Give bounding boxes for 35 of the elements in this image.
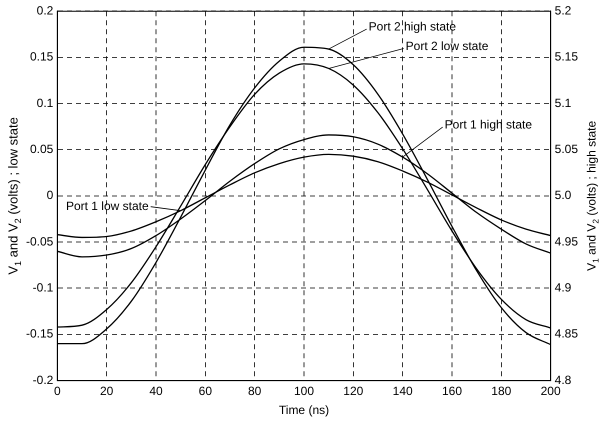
y2-tick-label: 5.1 xyxy=(554,96,572,110)
x-tick-label: 80 xyxy=(248,384,262,398)
y-tick-label: -0.2 xyxy=(32,372,54,387)
x-tick-label: 60 xyxy=(198,384,212,398)
y2-tick-label: 4.85 xyxy=(554,326,578,341)
x-tick-label: 160 xyxy=(442,384,462,398)
x-axis-title: Time (ns) xyxy=(278,402,330,417)
y2-tick-label: 5.15 xyxy=(554,50,578,64)
y2-tick-label: 4.8 xyxy=(554,372,572,387)
y2-tick-label: 5.05 xyxy=(554,142,578,156)
y-tick-label: -0.1 xyxy=(32,280,54,295)
y2-tick-label: 5.0 xyxy=(554,188,572,202)
y2-tick-label: 5.2 xyxy=(554,4,572,18)
x-tick-label: 180 xyxy=(491,384,512,398)
y2-tick-label: 4.95 xyxy=(554,234,578,248)
x-tick-label: 140 xyxy=(392,384,413,398)
y2-axis-title: V1 and V2 (volts) ; high state xyxy=(584,120,601,271)
y-tick-label: 0.05 xyxy=(30,142,54,156)
x-tick-label: 20 xyxy=(100,384,114,398)
y-tick-label: 0.1 xyxy=(36,96,54,110)
x-tick-label: 40 xyxy=(149,384,164,398)
x-tick-label: 120 xyxy=(343,384,364,398)
y-tick-label: -0.05 xyxy=(26,234,54,248)
legend-label: Port 1 low state xyxy=(66,198,149,213)
y-tick-label: 0.15 xyxy=(30,50,54,64)
y-tick-label: 0 xyxy=(46,188,54,202)
y2-tick-label: 4.9 xyxy=(554,280,572,295)
text: Port 1 high state xyxy=(444,117,532,132)
text: Port 2 low state xyxy=(406,38,489,53)
text: Port 2 high state xyxy=(368,19,456,34)
x-tick-label: 100 xyxy=(294,384,314,398)
x-tick-label: 200 xyxy=(540,384,561,398)
y-tick-label: 0.2 xyxy=(36,4,54,18)
y-tick-label: -0.15 xyxy=(26,326,54,341)
y-axis-title: V1 and V2 (volts) ; low state xyxy=(6,117,24,275)
